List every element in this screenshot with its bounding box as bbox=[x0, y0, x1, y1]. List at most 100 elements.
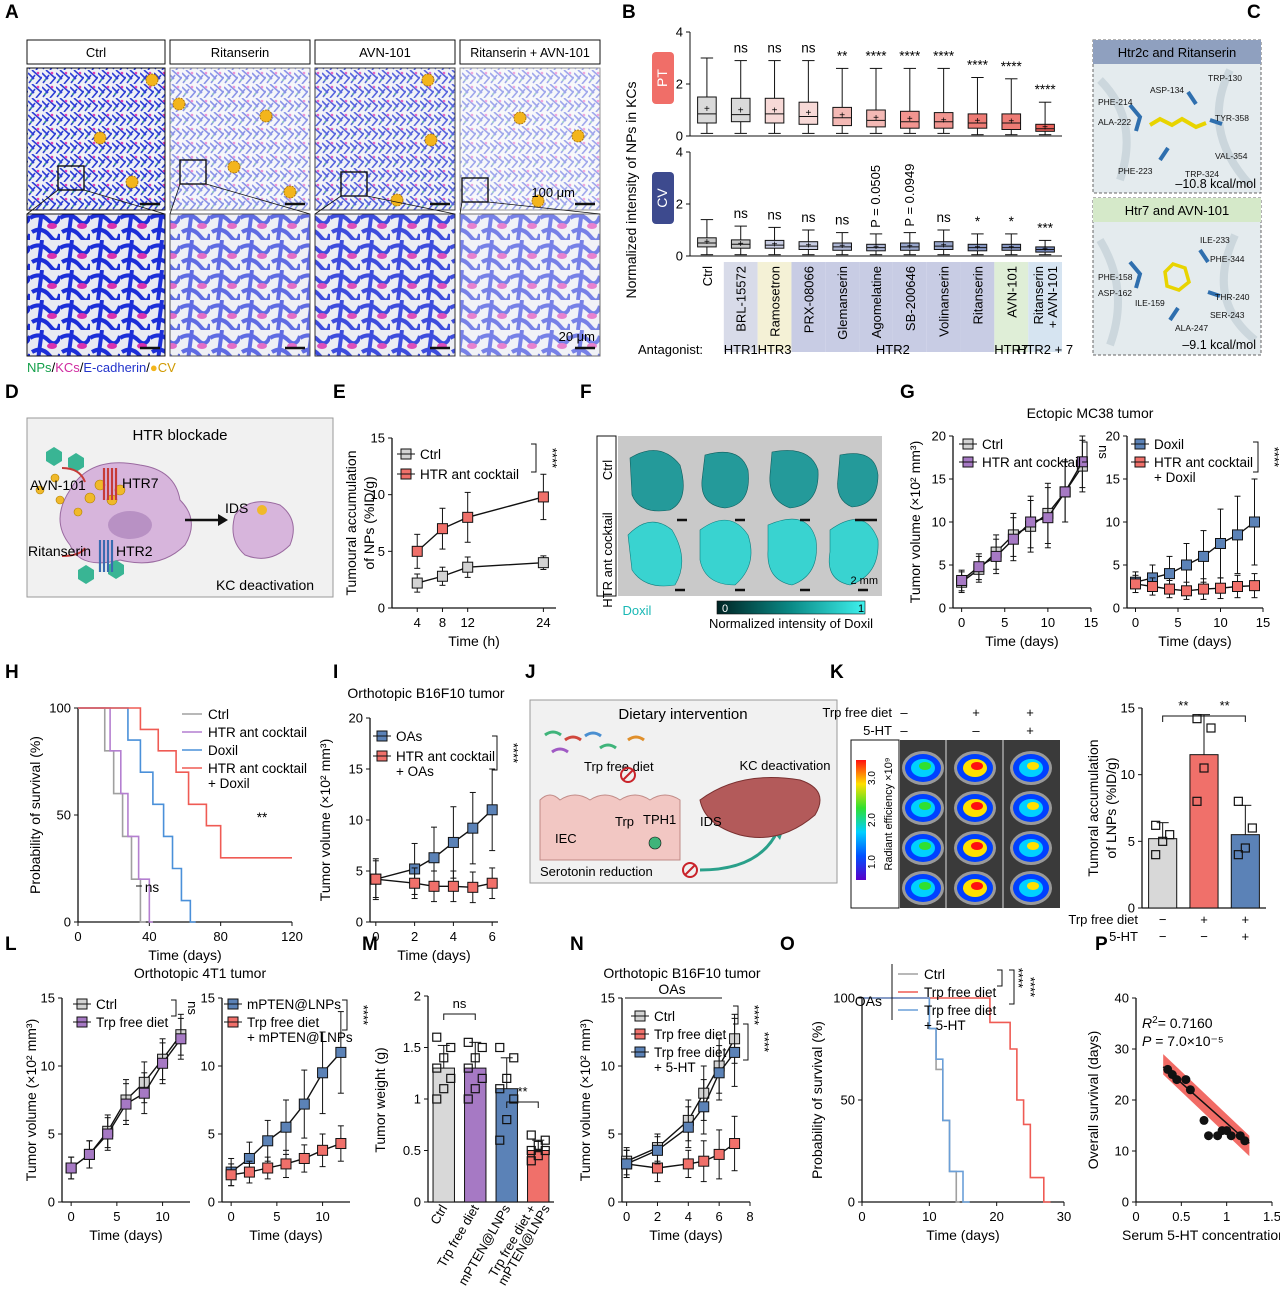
panel-k-row1: Trp free diet bbox=[822, 705, 892, 720]
panel-f-drug: Doxil bbox=[623, 603, 652, 618]
p-xtick-label: 1.5 bbox=[1263, 1209, 1280, 1224]
p-ytick-label: 20 bbox=[1115, 1093, 1129, 1108]
e-ytick-label: 10 bbox=[371, 487, 385, 502]
panel-k-col1-row2: – bbox=[900, 723, 908, 738]
b-mean: + bbox=[1008, 242, 1014, 253]
panel-c-docking: Htr2c and Ritanserin TRP-130 ASP-134 PHE… bbox=[1092, 39, 1262, 356]
b-facet-label-PT: PT bbox=[654, 69, 670, 87]
b-mean: + bbox=[704, 237, 710, 248]
b-antagonist-label: Antagonist: bbox=[638, 342, 703, 357]
n-xtick-label: 2 bbox=[654, 1209, 661, 1224]
i-ytick-label: 20 bbox=[349, 711, 363, 726]
l2-point bbox=[335, 1138, 347, 1150]
n-point bbox=[713, 1148, 725, 1160]
g2-point bbox=[1249, 580, 1260, 592]
b-box bbox=[730, 97, 751, 123]
g2-xlabel: Time (days) bbox=[1158, 633, 1231, 649]
residue-4: ALA-222 bbox=[1098, 117, 1131, 127]
b-category-bg bbox=[892, 262, 927, 352]
b-box bbox=[866, 109, 886, 128]
m-sig-bracket-1 bbox=[443, 1013, 476, 1020]
n-point bbox=[698, 1155, 710, 1167]
b-category-bg bbox=[859, 262, 893, 352]
panel-a-scale-bottom: 20 μm bbox=[559, 329, 595, 344]
n-xtick-label: 8 bbox=[746, 1209, 753, 1224]
i-ytick-label: 0 bbox=[356, 915, 363, 930]
b-category-label: AVN-101 bbox=[1004, 266, 1019, 318]
residue-14: THR-240 bbox=[1215, 292, 1250, 302]
panel-letter-j: J bbox=[525, 662, 536, 683]
n-ytick-label: 5 bbox=[608, 1127, 615, 1142]
n-point bbox=[713, 1067, 725, 1079]
panel-a-title-ritanserin: Ritanserin bbox=[211, 45, 270, 60]
e-ytick-label: 15 bbox=[371, 431, 385, 446]
k-dot bbox=[1233, 796, 1243, 806]
panel-letter-m: M bbox=[362, 934, 378, 955]
b-mean: + bbox=[873, 113, 879, 124]
b-mean: + bbox=[907, 114, 913, 125]
b-mean: + bbox=[1008, 116, 1014, 127]
panel-k-row2: 5-HT bbox=[863, 723, 892, 738]
b-ytick-label: 2 bbox=[676, 77, 683, 92]
b-box bbox=[798, 101, 819, 125]
p-ytick-label: 10 bbox=[1115, 1144, 1129, 1159]
m-dot bbox=[540, 1145, 550, 1156]
m-dot bbox=[470, 1053, 480, 1063]
panel-a-title-combo: Ritanserin + AVN-101 bbox=[470, 46, 590, 60]
g2-sig-label: **** bbox=[1267, 447, 1280, 467]
m-ytick-label: 1 bbox=[414, 1092, 421, 1107]
p-ytick-label: 30 bbox=[1115, 1042, 1129, 1057]
i-ylabel: Tumor volume (×10² mm³) bbox=[317, 739, 333, 901]
l1-ytick-label: 0 bbox=[48, 1195, 55, 1210]
b-box bbox=[933, 112, 954, 129]
m-dot bbox=[540, 1135, 550, 1145]
k-row1-label: Trp free diet bbox=[1068, 912, 1138, 927]
panel-f-cbar-label: Normalized intensity of Doxil bbox=[709, 616, 873, 631]
m-dot bbox=[509, 1094, 519, 1104]
h-legend-label-3: HTR ant cocktail bbox=[208, 761, 307, 776]
m-dot bbox=[432, 1063, 442, 1073]
n-ylabel: Tumor volume (×10² mm³) bbox=[577, 1019, 593, 1181]
b-mean: + bbox=[738, 106, 744, 117]
n-point bbox=[729, 1046, 741, 1058]
n-title: Orthotopic B16F10 tumor bbox=[603, 965, 761, 981]
i-point bbox=[428, 852, 440, 864]
n-a-sig-label: **** bbox=[747, 1005, 762, 1025]
l2-point bbox=[298, 1152, 310, 1164]
b-group-label: HTR3 bbox=[758, 342, 792, 357]
k-ytick-label: 5 bbox=[1128, 834, 1135, 849]
l1-point bbox=[138, 1087, 150, 1099]
residue-7: PHE-223 bbox=[1118, 166, 1153, 176]
k-row2-val: + bbox=[1242, 929, 1250, 944]
l1-sig-label: ns bbox=[185, 1001, 200, 1015]
g-title: Ectopic MC38 tumor bbox=[1027, 405, 1154, 421]
e-point bbox=[462, 561, 474, 573]
l1-xlabel: Time (days) bbox=[89, 1227, 162, 1243]
b-category-bg bbox=[825, 262, 860, 352]
h-xtick-label: 0 bbox=[74, 929, 81, 944]
k-dot bbox=[1151, 820, 1161, 830]
b-sig-label: ns bbox=[767, 207, 782, 222]
m-sig-1: ns bbox=[453, 996, 467, 1011]
g2-point bbox=[1147, 581, 1158, 592]
chart-l1: 0 5 10 15 0 5 10 Time (days) Ctrl Trp free diet Tu… bbox=[23, 991, 200, 1244]
m-ytick-label: 1.5 bbox=[403, 1040, 421, 1055]
e-point bbox=[436, 523, 448, 535]
b-sig-label: ns bbox=[801, 41, 816, 56]
panel-letter-g: G bbox=[900, 382, 915, 403]
panel-k-ivis: Trp free diet 5-HT – + + – – + Radiant e… bbox=[822, 705, 1060, 909]
l2-point bbox=[335, 1046, 347, 1058]
b-box bbox=[1001, 113, 1022, 131]
g2-point bbox=[1164, 568, 1175, 580]
panel-letter-n: N bbox=[570, 934, 584, 955]
l1-point bbox=[120, 1098, 132, 1110]
p-ytick-label: 40 bbox=[1115, 991, 1129, 1006]
m-ytick-label: 0 bbox=[414, 1195, 421, 1210]
panel-f-scale: 2 mm bbox=[851, 575, 879, 587]
i-point bbox=[486, 804, 498, 816]
panel-letter-l: L bbox=[5, 934, 17, 955]
l2-point bbox=[317, 1144, 329, 1156]
m-ylabel: Tumor weight (g) bbox=[372, 1047, 388, 1152]
